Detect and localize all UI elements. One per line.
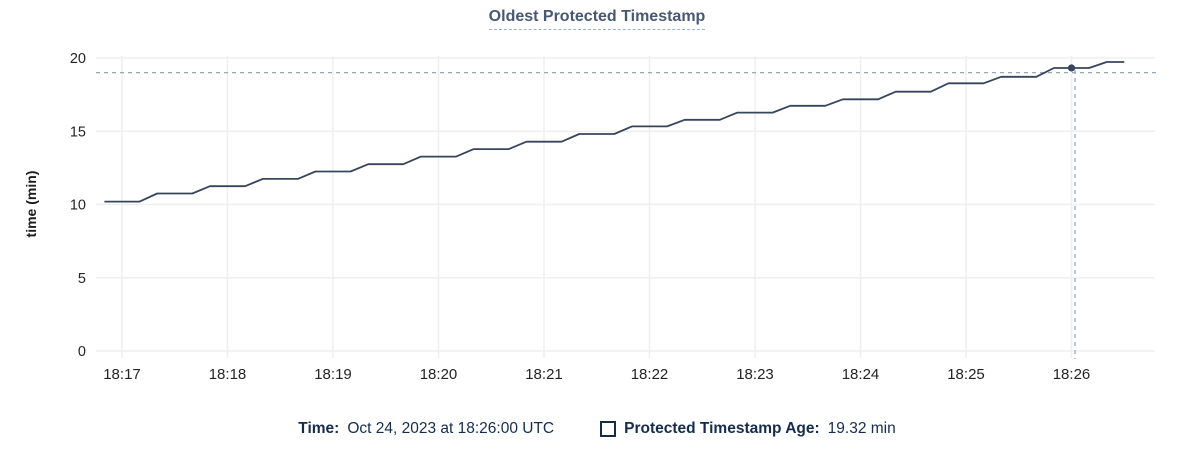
x-tick-label: 18:23 xyxy=(736,366,774,383)
x-tick-label: 18:17 xyxy=(103,366,141,383)
hover-legend-row: Time: Oct 24, 2023 at 18:26:00 UTC Prote… xyxy=(0,414,1194,444)
y-tick-label: 20 xyxy=(70,51,86,67)
series-line-protected-timestamp-age xyxy=(104,61,1125,203)
legend-time-value: Oct 24, 2023 at 18:26:00 UTC xyxy=(347,420,555,437)
hover-point-dot xyxy=(1067,64,1076,72)
x-tick-label: 18:26 xyxy=(1053,366,1091,383)
y-tick-label: 0 xyxy=(78,344,86,360)
x-tick-label: 18:20 xyxy=(420,366,458,383)
x-tick-label: 18:18 xyxy=(209,366,247,383)
y-tick-label: 10 xyxy=(70,198,86,214)
x-tick-label: 18:22 xyxy=(631,366,669,383)
y-tick-label: 15 xyxy=(70,124,86,140)
legend-series-label: Protected Timestamp Age: xyxy=(624,420,820,437)
x-tick-label: 18:21 xyxy=(525,366,563,383)
series-checkbox-icon[interactable] xyxy=(600,421,617,437)
x-tick-label: 18:19 xyxy=(314,366,352,383)
legend-time-label: Time: xyxy=(298,420,340,437)
legend-series-toggle[interactable]: Protected Timestamp Age: 19.32 min xyxy=(600,420,896,438)
legend-series-value: 19.32 min xyxy=(827,420,896,437)
x-tick-label: 18:25 xyxy=(947,366,985,383)
chart-title[interactable]: Oldest Protected Timestamp xyxy=(488,8,706,30)
chart-title-row: Oldest Protected Timestamp xyxy=(0,8,1194,30)
y-tick-label: 5 xyxy=(78,271,86,287)
x-tick-label: 18:24 xyxy=(842,366,880,383)
